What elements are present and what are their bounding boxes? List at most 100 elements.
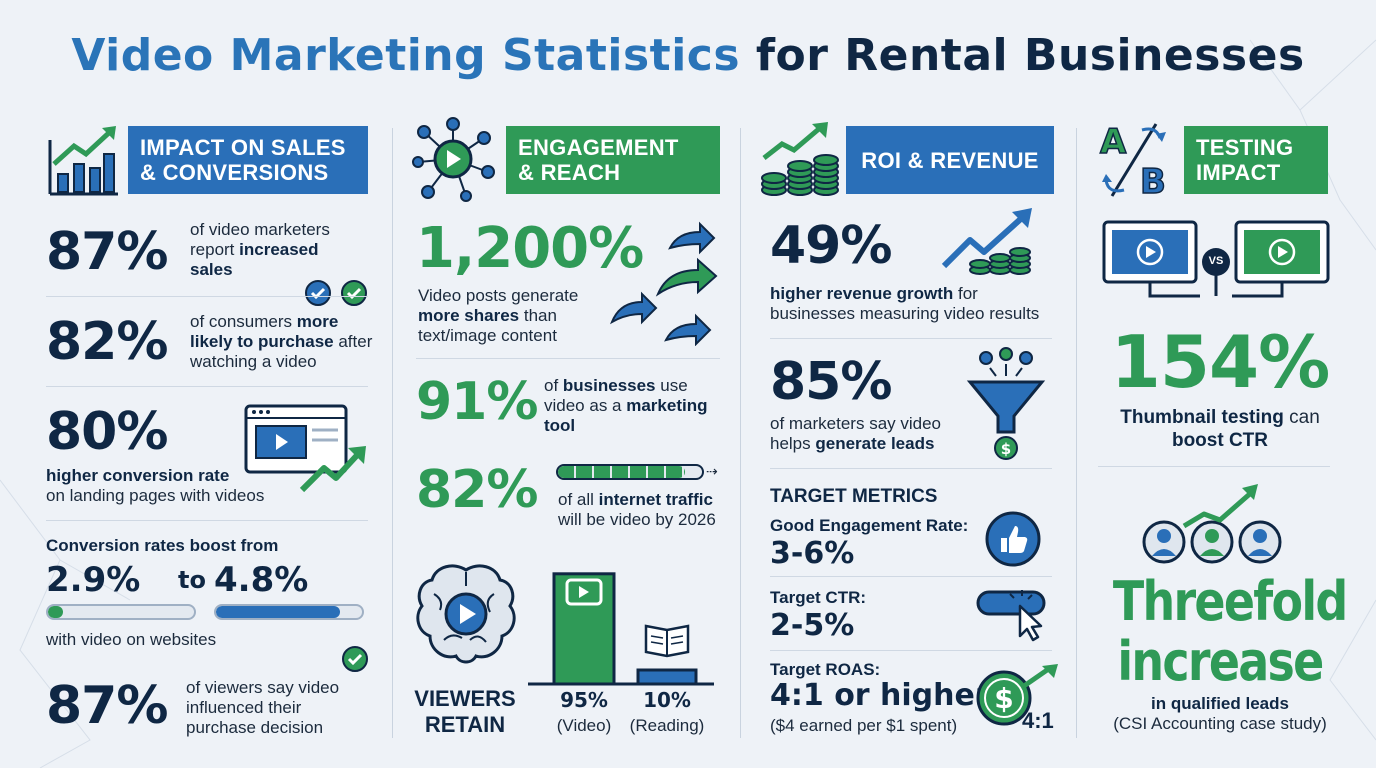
testing-stat-2-line-1: in qualified leads	[1151, 694, 1289, 713]
video-play-icon	[565, 578, 603, 606]
testing-stat-1-line-1b: can	[1283, 407, 1320, 428]
conversion-from-bar-fill	[48, 606, 63, 618]
section-divider	[770, 338, 1052, 339]
metric-ctr-label: Target CTR:	[770, 588, 867, 607]
metric-engagement-value: 3-6%	[770, 536, 855, 571]
roi-stat-2-line-1: of marketers say video	[770, 414, 942, 433]
column-divider	[1076, 128, 1077, 738]
metric-roas-value: 4:1 or higher	[770, 678, 990, 713]
engagement-header-line-2: & REACH	[518, 160, 621, 185]
section-divider	[46, 386, 368, 387]
check-icon	[342, 646, 368, 672]
lead-funnel-icon: $	[966, 347, 1046, 460]
engagement-stat-2-line-2a: video as a	[544, 396, 627, 415]
title-part-1: Video Marketing Statistics	[71, 30, 741, 81]
sales-header: IMPACT ON SALES & CONVERSIONS	[128, 126, 368, 194]
thumbnail-a-monitor	[1102, 220, 1200, 298]
testing-header-line-2: IMPACT	[1196, 160, 1281, 185]
sales-stat-5-line-2: influenced their	[186, 698, 302, 717]
section-divider	[416, 358, 720, 359]
viewers-retain-line-2: RETAIN	[424, 712, 506, 737]
section-divider	[770, 650, 1052, 651]
engagement-stat-3-line-1: of all internet traffic	[558, 490, 716, 510]
open-book-icon	[644, 624, 690, 658]
viewers-retain-line-1: VIEWERS	[414, 686, 516, 711]
sales-stat-5-value: 87%	[46, 676, 168, 736]
growth-chart-icon	[48, 126, 118, 196]
engagement-stat-3-line-2: will be video by 2026	[558, 510, 716, 529]
metric-engagement-label: Good Engagement Rate:	[770, 516, 969, 535]
testing-stat-1-text: Thumbnail testing can boost CTR	[1094, 406, 1346, 452]
roi-stat-2-line-2b: generate leads	[815, 434, 935, 453]
column-divider	[392, 128, 393, 738]
sales-stat-1-line-3: sales	[190, 260, 233, 279]
metric-roas-note: ($4 earned per $1 spent)	[770, 716, 958, 735]
network-play-icon	[412, 117, 495, 202]
brain-play-icon	[416, 564, 516, 664]
section-divider	[770, 468, 1052, 469]
engagement-stat-1-text: Video posts generate more shares than te…	[418, 286, 578, 346]
sales-stat-2-line-2a: likely to purchase	[190, 332, 334, 351]
svg-text:$: $	[1001, 440, 1011, 458]
internet-traffic-bar	[556, 464, 704, 480]
testing-header-line-1: TESTING	[1196, 135, 1294, 160]
sales-header-line-1: IMPACT ON SALES	[140, 135, 346, 160]
sales-stat-5-text: of viewers say video influenced their pu…	[186, 678, 339, 738]
svg-text:$: $	[994, 682, 1013, 715]
traffic-arrow-icon: ⇢	[706, 463, 718, 479]
ab-letter-a: A	[1099, 121, 1127, 163]
engagement-stat-2-line-1: of businesses use	[544, 376, 707, 396]
sales-stat-5-line-3: purchase decision	[186, 718, 324, 737]
engagement-stat-2-line-2: video as a marketing	[544, 396, 707, 416]
ab-test-icon	[1102, 123, 1166, 197]
title-part-2: for Rental Businesses	[755, 30, 1305, 81]
testing-stat-2-line-2: (CSI Accounting case study)	[1113, 714, 1327, 733]
testing-stat-1-line-1a: Thumbnail testing	[1120, 407, 1284, 428]
roi-header: ROI & REVENUE	[846, 126, 1054, 194]
video-retention-label: (Video)	[556, 716, 612, 735]
sales-stat-1-text: of video marketers report increased sale…	[190, 220, 330, 280]
coins-growth-icon	[761, 122, 839, 196]
revenue-growth-icon	[941, 208, 1032, 275]
page-title: Video Marketing Statistics for Rental Bu…	[0, 30, 1376, 81]
engagement-stat-1-line-3: text/image content	[418, 326, 557, 345]
conversion-from-bar	[46, 604, 196, 620]
roas-badge: 4:1	[1022, 708, 1054, 733]
engagement-stat-2-text: of businesses use video as a marketing t…	[544, 376, 707, 436]
section-divider	[46, 296, 368, 297]
video-retention-value: 95%	[560, 688, 608, 712]
engagement-stat-3-text: of all internet traffic will be video by…	[558, 490, 716, 530]
conversion-to-bar	[214, 604, 364, 620]
sales-stat-1-line-2b: increased	[239, 240, 319, 259]
sales-stat-2-value: 82%	[46, 312, 168, 372]
engagement-stat-1-line-2: more shares than	[418, 306, 578, 326]
thumbnail-b-monitor	[1232, 220, 1330, 298]
reading-retention-bar	[636, 668, 698, 686]
engagement-stat-2-line-1a: of	[544, 376, 563, 395]
roi-stat-2-value: 85%	[770, 352, 892, 412]
target-metrics-title: TARGET METRICS	[770, 486, 938, 507]
sales-stat-3-text: higher conversion rate on landing pages …	[46, 466, 264, 506]
column-divider	[740, 128, 741, 738]
conversion-to-value: 4.8%	[214, 560, 309, 600]
roi-stat-2-line-2: helps generate leads	[770, 434, 941, 454]
engagement-stat-2-line-2b: marketing	[626, 396, 708, 415]
conversion-boost-heading: Conversion rates boost from	[46, 536, 279, 555]
dollar-roas-icon: $	[976, 664, 1058, 726]
engagement-stat-3-line-1a: of all	[558, 490, 599, 509]
sales-stat-2-line-2: likely to purchase after	[190, 332, 372, 352]
roi-stat-1-line-1a: higher revenue growth	[770, 284, 954, 303]
sales-stat-1-line-2a: report	[190, 240, 240, 259]
metric-roas-label: Target ROAS:	[770, 660, 881, 679]
metric-ctr-value: 2-5%	[770, 608, 855, 643]
roi-stat-1-value: 49%	[770, 216, 892, 276]
landing-page-video-icon	[244, 404, 366, 493]
roi-stat-2-text: of marketers say video helps generate le…	[770, 414, 941, 454]
engagement-stat-3-value: 82%	[416, 460, 538, 520]
testing-stat-1-value: 154%	[1110, 320, 1330, 404]
thumbnail-ab-compare-icon	[1102, 220, 1330, 298]
check-badges-icon	[305, 280, 367, 306]
testing-stat-2-text: in qualified leads (CSI Accounting case …	[1094, 694, 1346, 734]
sales-stat-2-line-2b: after	[333, 332, 373, 351]
thumbs-up-icon	[985, 511, 1041, 567]
